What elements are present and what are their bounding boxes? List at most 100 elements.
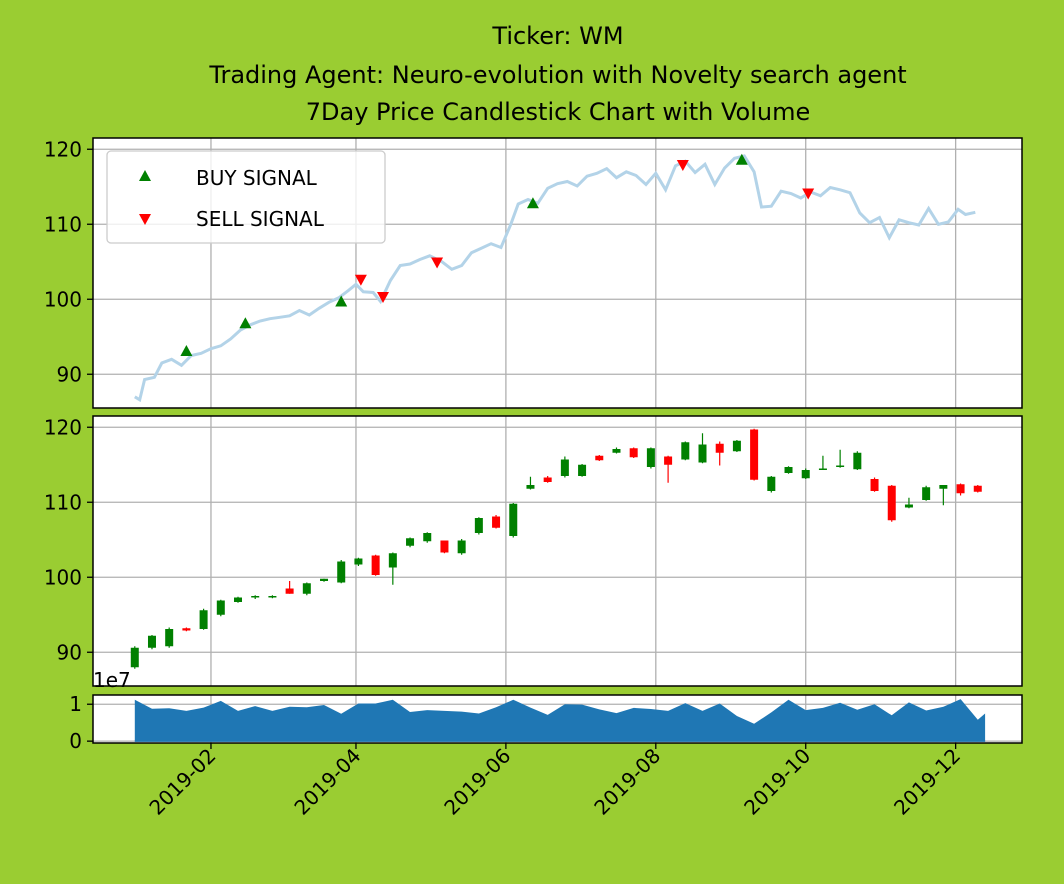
candle-body [870, 479, 879, 491]
price-panel-y-tick-label: 100 [44, 287, 82, 311]
candle-body [560, 459, 569, 476]
chart-title-line-2: Trading Agent: Neuro-evolution with Nove… [208, 61, 906, 89]
legend-box [106, 150, 386, 244]
candle-up [457, 539, 466, 555]
candle-body [767, 476, 776, 491]
candle-body [732, 440, 741, 452]
candle-up [509, 503, 518, 538]
candle-down [887, 485, 896, 522]
candle-body [182, 628, 191, 631]
candle-body [664, 456, 673, 465]
candle-up [922, 485, 931, 501]
price-panel-y-tick-label: 90 [57, 362, 82, 386]
candle-body [887, 485, 896, 521]
candle-up [767, 476, 776, 493]
buy-signal-marker [239, 317, 252, 329]
candle-up [199, 608, 208, 630]
candle-body [956, 484, 965, 494]
price-panel-y-tick-label: 120 [44, 137, 82, 161]
candle-body [130, 647, 139, 668]
candle-down [629, 447, 638, 458]
candle-body [285, 588, 294, 594]
volume-panel-y-tick-label: 1 [69, 692, 82, 716]
candle-body [320, 578, 329, 581]
candle-panel-y-tick-label: 120 [44, 415, 82, 439]
candle-up [836, 449, 845, 468]
candle-down [715, 441, 724, 466]
candle-down [543, 476, 552, 483]
buy-signal-marker [180, 345, 193, 356]
price-line [134, 154, 976, 403]
candle-body [474, 518, 483, 533]
candle-down [956, 483, 965, 496]
candle-body [750, 429, 759, 480]
candle-up [251, 595, 260, 599]
candle-up [681, 441, 690, 461]
candle-body [199, 610, 208, 629]
candle-body [440, 540, 449, 553]
candle-up [784, 466, 793, 474]
candle-body [423, 533, 432, 542]
candle-up [320, 578, 329, 582]
candle-down [973, 485, 982, 493]
candle-body [939, 485, 948, 489]
candle-body [922, 487, 931, 500]
chart-title-line-3: 7Day Price Candlestick Chart with Volume [306, 98, 811, 126]
candle-up [354, 557, 363, 566]
legend-buy-marker [139, 170, 151, 181]
candle-body [698, 444, 707, 463]
candle-body [492, 516, 501, 528]
sell-signal-marker [431, 257, 444, 269]
candle-panel-y-tick-label: 90 [57, 640, 82, 664]
candle-body [784, 467, 793, 473]
candle-up [904, 497, 913, 509]
candle-down [182, 627, 191, 632]
price-signal-panel: 90 100 110 120 BUY SIGNAL SELL SIGNAL [44, 137, 1023, 409]
candle-down [595, 455, 604, 461]
candle-body [268, 596, 277, 598]
candle-body [973, 485, 982, 492]
candle-body [904, 504, 913, 508]
legend-sell-marker [139, 214, 151, 225]
legend-sell-label: SELL SIGNAL [196, 207, 325, 231]
volume-area [134, 699, 986, 742]
candle-down [870, 477, 879, 492]
candle-body [801, 470, 810, 479]
candle-body [337, 561, 346, 583]
candle-up [337, 560, 346, 584]
candle-body [715, 443, 724, 453]
chart-title-line-1: Ticker: WM [491, 22, 623, 50]
candle-up [474, 517, 483, 535]
candle-body [406, 538, 415, 546]
candle-body [251, 596, 260, 598]
candle-up [939, 485, 948, 506]
volume-panel-y-tick-label: 0 [69, 729, 82, 753]
candle-body [165, 629, 174, 647]
candle-up [853, 451, 862, 470]
candle-up [578, 464, 587, 477]
candle-panel-y-tick-label: 110 [44, 490, 82, 514]
volume-panel: 0 1 1e7 [69, 668, 1023, 753]
candle-down [285, 581, 294, 594]
candle-body [612, 449, 621, 453]
candle-body [371, 555, 380, 575]
candle-up [216, 599, 225, 617]
price-panel-frame [92, 137, 1023, 409]
candle-body [578, 464, 587, 476]
candle-up [130, 646, 139, 669]
candle-up [268, 595, 277, 599]
candle-up [147, 635, 156, 650]
sell-signal-marker [676, 160, 689, 171]
candle-panel-plot-area [93, 416, 1022, 686]
candle-body [629, 448, 638, 458]
candle-panel-frame [92, 415, 1023, 687]
candle-up [423, 532, 432, 543]
candle-body [354, 558, 363, 565]
price-panel-y-tick-label: 110 [44, 212, 82, 236]
sell-signal-marker [354, 274, 367, 286]
candle-body [234, 597, 243, 602]
candle-up [526, 476, 535, 490]
candle-down [492, 515, 501, 529]
candle-up [234, 596, 243, 603]
